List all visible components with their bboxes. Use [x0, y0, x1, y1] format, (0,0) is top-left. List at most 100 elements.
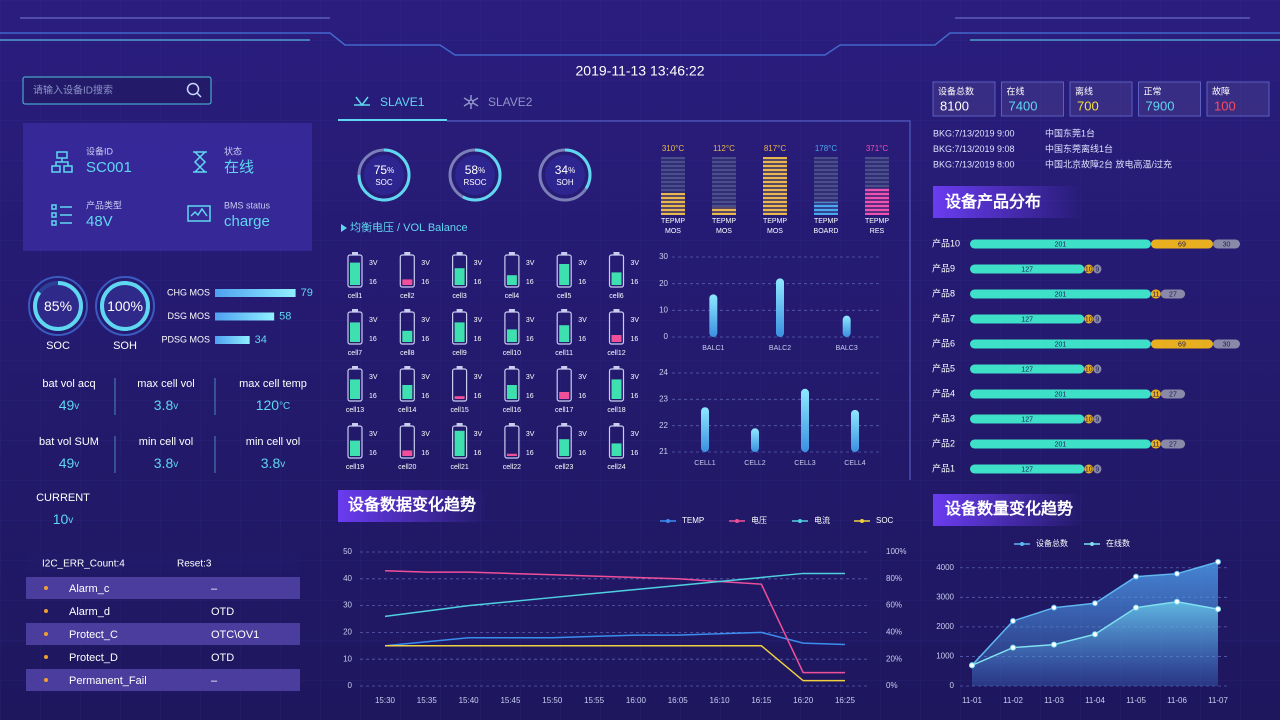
battery-fill: [611, 335, 622, 342]
battery-count: 16: [369, 279, 377, 286]
battery-count: 16: [526, 450, 534, 457]
bar-segment: [1084, 364, 1094, 374]
category-label: 产品8: [932, 287, 955, 298]
legend-dot: [860, 519, 864, 523]
log-text: 中国北京故障2台 放电高温/过充: [1045, 158, 1172, 169]
bar-segment: [1093, 364, 1102, 374]
bar-value-label: 127: [1021, 266, 1033, 273]
y-tick-label: 4000: [936, 563, 954, 572]
x-tick-label: 15:40: [459, 696, 480, 705]
battery-body: [608, 254, 625, 288]
legend-label: 在线数: [1106, 538, 1130, 548]
battery-fill: [402, 385, 413, 399]
bar-segment: [1150, 389, 1161, 399]
x-tick-label: CELL1: [694, 460, 716, 467]
battery-name: cell22: [503, 464, 521, 471]
battery-count: 16: [474, 393, 482, 400]
bar-value-label: 11: [1152, 291, 1159, 298]
battery-cap: [561, 366, 568, 369]
battery-body: [347, 368, 363, 402]
battery-name: cell24: [607, 464, 625, 471]
ring-core: [455, 155, 495, 195]
legend-dot: [1020, 542, 1024, 546]
ring-core: [364, 155, 404, 195]
battery-count: 16: [421, 450, 429, 457]
bar-segment: [1150, 239, 1213, 249]
battery-volt: 3V: [421, 317, 430, 324]
error-value: OTD: [211, 652, 234, 664]
battery-cap: [508, 309, 515, 312]
stat-value: 49v: [59, 455, 80, 471]
device-panel: [23, 123, 312, 251]
bar-segment: [1084, 264, 1094, 274]
search-box[interactable]: [22, 76, 212, 105]
battery-cap: [508, 252, 515, 255]
y-tick-label: 30: [659, 252, 668, 261]
legend-dot: [735, 519, 739, 523]
battery-fill: [402, 450, 413, 456]
x-tick-label: 16:20: [793, 696, 814, 705]
battery-volt: 3V: [474, 374, 483, 381]
bar-value-label: 11: [1152, 441, 1159, 448]
battery-name: cell2: [400, 293, 415, 300]
error-name: Protect_D: [69, 652, 118, 664]
battery-fill: [506, 453, 517, 456]
title-box: [933, 186, 1083, 218]
battery-body: [347, 425, 363, 459]
y-tick-label: 0: [664, 332, 669, 341]
bar-value-label: 69: [1178, 241, 1186, 248]
log-time: BKG:7/13/2019 9:08: [933, 144, 1015, 154]
battery-cap: [613, 252, 620, 255]
series-point: [1092, 600, 1098, 607]
tab[interactable]: SLAVE1: [380, 95, 425, 109]
search-placeholder[interactable]: 请输入设备ID搜索: [33, 84, 113, 97]
battery-count: 16: [369, 393, 377, 400]
y-tick-label: 22: [659, 421, 668, 430]
error-value: –: [211, 583, 218, 595]
bar-value-label: 27: [1169, 291, 1177, 298]
bar-segment: [970, 389, 1151, 399]
battery-volt: 3V: [526, 374, 535, 381]
chart-title: 设备数量变化趋势: [945, 499, 1073, 518]
bar: [776, 278, 784, 337]
x-tick-label: 16:10: [710, 696, 731, 705]
x-tick-label: 16:05: [668, 696, 689, 705]
ring-arc: [538, 148, 592, 202]
error-header: [26, 553, 300, 573]
battery-fill: [506, 275, 517, 285]
legend-label: TEMP: [682, 516, 704, 525]
battery-cap: [456, 366, 463, 369]
y-tick-label: 23: [659, 394, 668, 403]
series-line: [384, 631, 846, 647]
ring-value-unit: %: [568, 166, 575, 175]
bar-segment: [1150, 439, 1161, 449]
error-value: –: [211, 675, 218, 687]
bar-segment: [1093, 314, 1102, 324]
tab[interactable]: SLAVE2: [488, 95, 533, 109]
datetime: 2019-11-13 13:46:22: [576, 63, 705, 79]
mos-bar: [215, 312, 275, 321]
battery-volt: 3V: [369, 374, 378, 381]
stat-value-unit: v: [173, 401, 178, 412]
battery-volt: 3V: [578, 317, 587, 324]
battery-cap: [404, 423, 411, 426]
search-icon[interactable]: [186, 82, 202, 98]
stat-value: 3.8v: [154, 455, 178, 471]
series-point: [1133, 604, 1139, 611]
error-name: Permanent_Fail: [69, 675, 147, 687]
battery-count: 16: [474, 450, 482, 457]
battery-name: cell13: [346, 407, 364, 414]
temp-name: MOS: [716, 228, 732, 235]
y-tick-label: 20: [343, 628, 352, 637]
battery-name: cell5: [557, 293, 572, 300]
bar-segment: [970, 439, 1151, 449]
category-label: 产品5: [932, 362, 955, 373]
error-value: OTD: [211, 606, 234, 618]
battery-count: 16: [578, 450, 586, 457]
stat-value-number: 3.8: [154, 455, 174, 471]
x-tick-label: 11-02: [1003, 696, 1023, 705]
bar-segment: [1084, 464, 1094, 474]
error-dot: [44, 586, 48, 590]
gauge-value: 100%: [107, 298, 143, 314]
